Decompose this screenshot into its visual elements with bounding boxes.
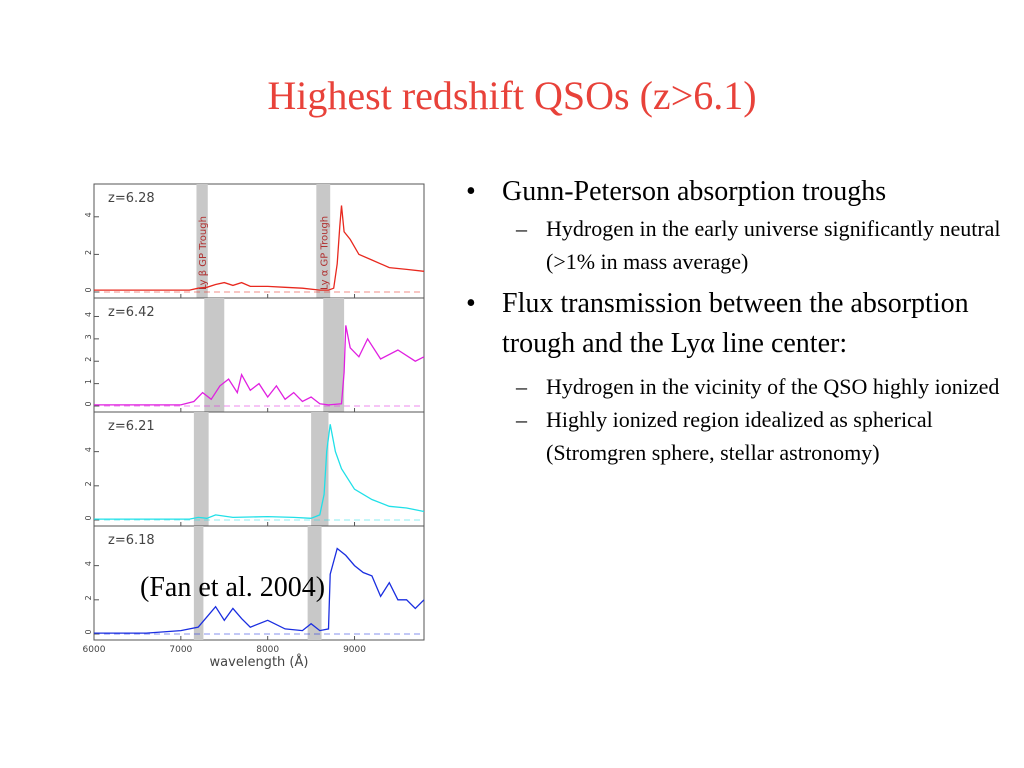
trough-label: Ly β GP Trough — [198, 216, 209, 290]
y-tick-label: 3 — [84, 334, 93, 339]
spectrum-line — [94, 547, 425, 634]
qso-spectra-figure: 0 2 4 z=6.28 Ly β GP Trough Ly α GP Trough 0 1 2… — [83, 183, 425, 670]
y-tick-label: 1 — [84, 379, 93, 384]
spectrum-line — [94, 424, 425, 520]
gp-trough-band — [323, 298, 345, 412]
slide-title: Highest redshift QSOs (z>6.1) — [267, 73, 757, 118]
bullet-flux-transmission: Flux transmission between the absorption… — [462, 284, 1002, 364]
y-tick-label: 0 — [84, 401, 93, 406]
x-axis-label: wavelength (Å) — [210, 654, 309, 670]
gp-trough-band — [196, 184, 208, 298]
bullet-list: Gunn-Peterson absorption troughs Hydroge… — [462, 172, 1002, 469]
gp-trough-band — [193, 412, 209, 526]
redshift-label: z=6.18 — [108, 533, 155, 548]
x-tick-label: 7000 — [169, 645, 192, 655]
y-tick-label: 2 — [84, 250, 93, 255]
figure-credit: (Fan et al. 2004) — [140, 572, 326, 603]
trough-label: Ly α GP Trough — [319, 216, 330, 290]
x-tick-label: 9000 — [343, 645, 366, 655]
gp-trough-band — [193, 526, 204, 640]
redshift-label: z=6.42 — [108, 305, 155, 320]
y-tick-label: 2 — [84, 481, 93, 486]
redshift-label: z=6.21 — [108, 419, 155, 434]
y-tick-label: 4 — [84, 447, 93, 452]
y-tick-label: 2 — [84, 595, 93, 600]
y-tick-label: 4 — [84, 561, 93, 566]
spectrum-line — [94, 205, 425, 291]
panel-frame — [93, 525, 425, 641]
redshift-label: z=6.28 — [108, 191, 155, 206]
y-tick-label: 4 — [84, 212, 93, 217]
y-tick-label: 2 — [84, 357, 93, 362]
x-tick-label: 6000 — [83, 645, 106, 655]
y-tick-label: 0 — [84, 515, 93, 520]
gp-trough-band — [204, 298, 225, 412]
gp-trough-band — [316, 184, 331, 298]
y-tick-label: 0 — [84, 287, 93, 292]
sub-bullet-stromgren-sphere: Highly ionized region idealized as spher… — [462, 403, 1002, 469]
gp-trough-band — [307, 526, 322, 640]
sub-bullet-ionized-vicinity: Hydrogen in the vicinity of the QSO high… — [462, 370, 1002, 403]
bullet-gunn-peterson: Gunn-Peterson absorption troughs — [462, 172, 1002, 212]
y-tick-label: 4 — [84, 312, 93, 317]
gp-trough-band — [311, 412, 329, 526]
y-tick-label: 0 — [84, 629, 93, 634]
spectrum-line — [94, 325, 425, 406]
sub-bullet-neutral-hydrogen: Hydrogen in the early universe significa… — [462, 212, 1002, 278]
x-tick-label: 8000 — [256, 645, 279, 655]
